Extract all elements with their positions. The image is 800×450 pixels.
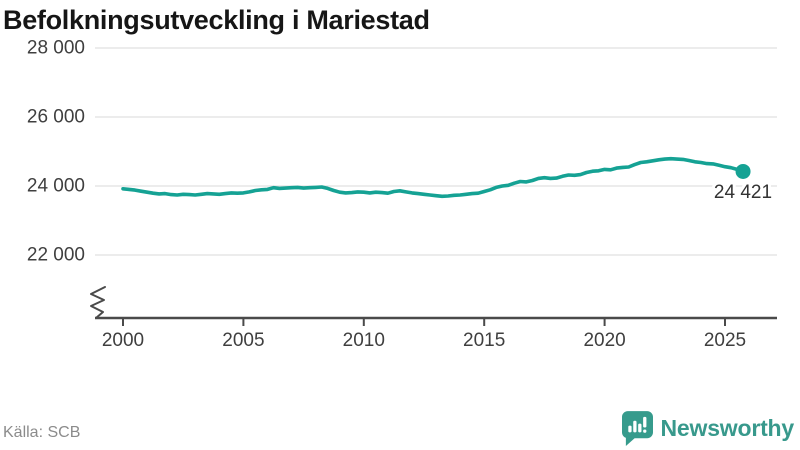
brand-name: Newsworthy: [660, 415, 795, 441]
brand-logo: Newsworthy: [621, 411, 795, 446]
end-point-dot: [735, 163, 751, 179]
chart-title: Befolkningsutveckling i Mariestad: [3, 5, 430, 35]
x-tick-label: 2000: [102, 330, 144, 351]
chart-svg: 28 000 26 000 24 000 22 000 2000 2005 2010 201…: [27, 38, 777, 351]
chart-area: 28 000 26 000 24 000 22 000 2000 2005 2010 201…: [27, 38, 777, 351]
source-label: Källa: SCB: [3, 424, 81, 441]
x-tick-label: 2020: [583, 330, 625, 351]
newsworthy-icon: [621, 411, 653, 446]
end-point-value-label: 24 421: [714, 182, 772, 203]
x-tick-label: 2010: [343, 330, 385, 351]
x-tick-label: 2005: [222, 330, 264, 351]
axis-break-icon: [90, 286, 106, 319]
x-tick-label: 2015: [463, 330, 505, 351]
y-tick-label: 26 000: [27, 107, 85, 128]
y-tick-label: 28 000: [27, 38, 85, 59]
x-tick-label: 2025: [704, 330, 746, 351]
y-tick-label: 22 000: [27, 245, 85, 266]
population-line: [121, 156, 745, 199]
y-tick-label: 24 000: [27, 176, 85, 197]
